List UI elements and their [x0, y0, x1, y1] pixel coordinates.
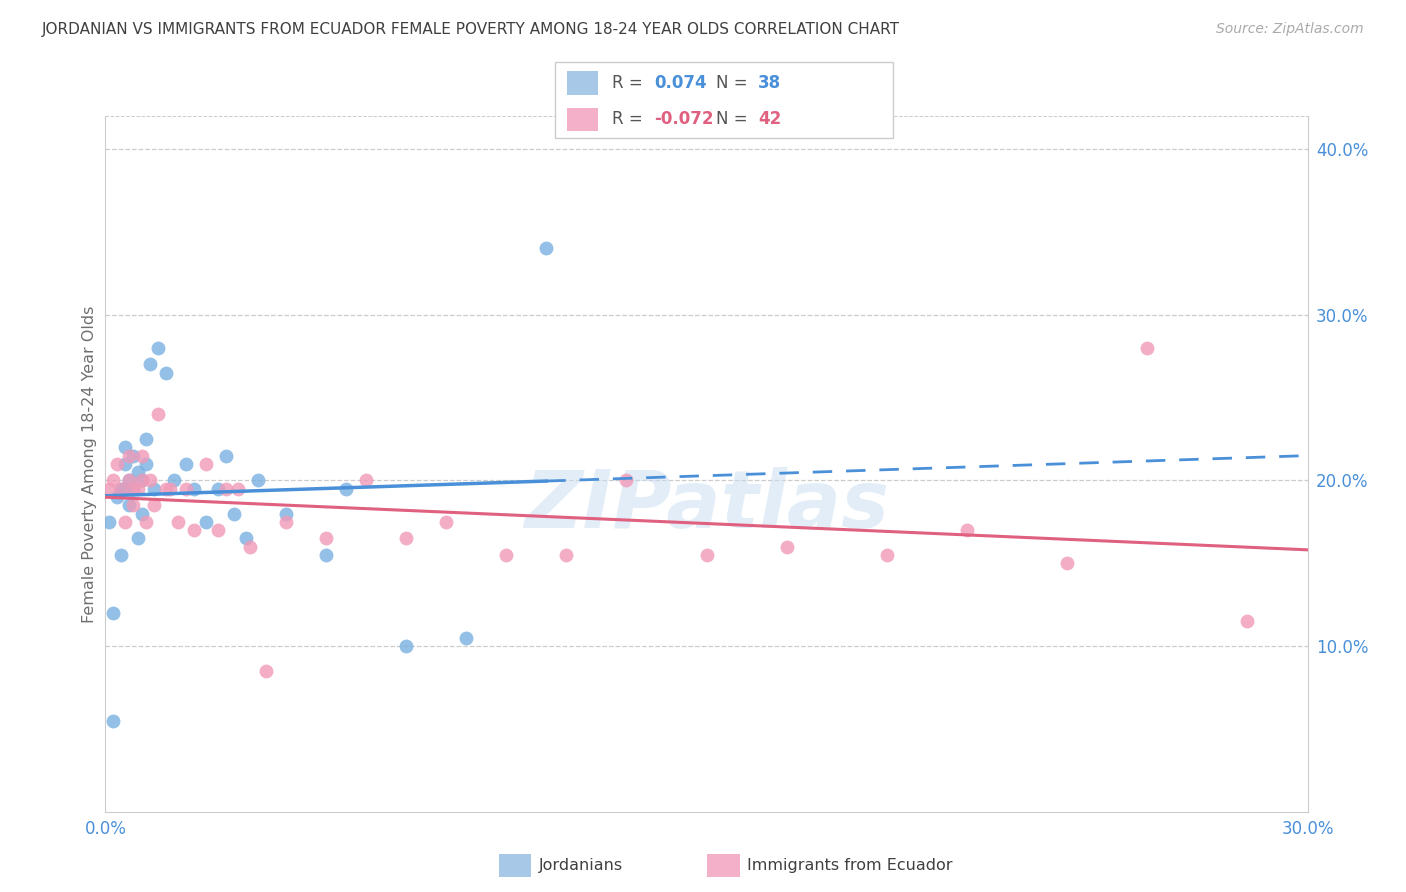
Point	[214, 482, 236, 496]
Point	[155, 482, 177, 496]
Point	[131, 474, 153, 488]
Point	[776, 540, 799, 554]
Point	[395, 639, 418, 653]
Text: -0.072: -0.072	[654, 111, 713, 128]
Point	[434, 515, 457, 529]
Y-axis label: Female Poverty Among 18-24 Year Olds: Female Poverty Among 18-24 Year Olds	[82, 305, 97, 623]
Point	[98, 482, 121, 496]
Point	[110, 482, 132, 496]
Point	[194, 457, 217, 471]
Point	[142, 498, 165, 512]
Point	[1136, 341, 1159, 355]
Text: R =: R =	[612, 111, 648, 128]
Text: 42: 42	[758, 111, 782, 128]
Point	[135, 515, 157, 529]
Point	[146, 341, 169, 355]
Point	[183, 482, 205, 496]
Point	[131, 474, 153, 488]
Point	[114, 482, 136, 496]
Text: N =: N =	[716, 74, 752, 92]
Point	[274, 515, 297, 529]
Point	[159, 482, 181, 496]
Point	[183, 523, 205, 537]
Point	[214, 449, 236, 463]
Point	[114, 440, 136, 454]
Point	[127, 532, 149, 546]
Text: ZIPatlas: ZIPatlas	[524, 467, 889, 545]
Point	[876, 548, 898, 562]
Point	[395, 532, 418, 546]
Text: 38: 38	[758, 74, 780, 92]
Point	[174, 457, 197, 471]
Point	[207, 482, 229, 496]
Point	[534, 242, 557, 256]
Point	[135, 457, 157, 471]
Text: N =: N =	[716, 111, 752, 128]
Point	[239, 540, 262, 554]
Point	[226, 482, 249, 496]
Point	[127, 465, 149, 479]
Point	[174, 482, 197, 496]
Text: JORDANIAN VS IMMIGRANTS FROM ECUADOR FEMALE POVERTY AMONG 18-24 YEAR OLDS CORREL: JORDANIAN VS IMMIGRANTS FROM ECUADOR FEM…	[42, 22, 900, 37]
Point	[138, 358, 160, 372]
Point	[454, 631, 477, 645]
Point	[122, 449, 145, 463]
Point	[122, 482, 145, 496]
Point	[114, 457, 136, 471]
Point	[162, 474, 184, 488]
Point	[155, 366, 177, 380]
Point	[131, 449, 153, 463]
Point	[107, 457, 129, 471]
Point	[98, 515, 121, 529]
Point	[956, 523, 979, 537]
Point	[1236, 614, 1258, 628]
Point	[131, 507, 153, 521]
Point	[118, 449, 141, 463]
Point	[122, 482, 145, 496]
Point	[222, 507, 245, 521]
Point	[166, 515, 188, 529]
Text: R =: R =	[612, 74, 648, 92]
Point	[354, 474, 377, 488]
Point	[135, 432, 157, 446]
Point	[235, 532, 257, 546]
Point	[138, 474, 160, 488]
Point	[103, 606, 125, 620]
Point	[335, 482, 357, 496]
Text: Immigrants from Ecuador: Immigrants from Ecuador	[747, 858, 952, 872]
Point	[142, 482, 165, 496]
Point	[118, 498, 141, 512]
Point	[315, 548, 337, 562]
Point	[103, 474, 125, 488]
Point	[495, 548, 517, 562]
Point	[146, 407, 169, 421]
Point	[118, 474, 141, 488]
Point	[1056, 556, 1078, 570]
Point	[616, 474, 638, 488]
Text: Jordanians: Jordanians	[538, 858, 623, 872]
Point	[103, 714, 125, 728]
Point	[254, 664, 277, 678]
Point	[696, 548, 718, 562]
Text: Source: ZipAtlas.com: Source: ZipAtlas.com	[1216, 22, 1364, 37]
Point	[122, 498, 145, 512]
Point	[110, 482, 132, 496]
Point	[246, 474, 269, 488]
Point	[315, 532, 337, 546]
Point	[118, 474, 141, 488]
Point	[555, 548, 578, 562]
Point	[107, 490, 129, 504]
Point	[110, 548, 132, 562]
Point	[274, 507, 297, 521]
Point	[207, 523, 229, 537]
Point	[114, 515, 136, 529]
Point	[194, 515, 217, 529]
Point	[127, 482, 149, 496]
Text: 0.074: 0.074	[654, 74, 706, 92]
